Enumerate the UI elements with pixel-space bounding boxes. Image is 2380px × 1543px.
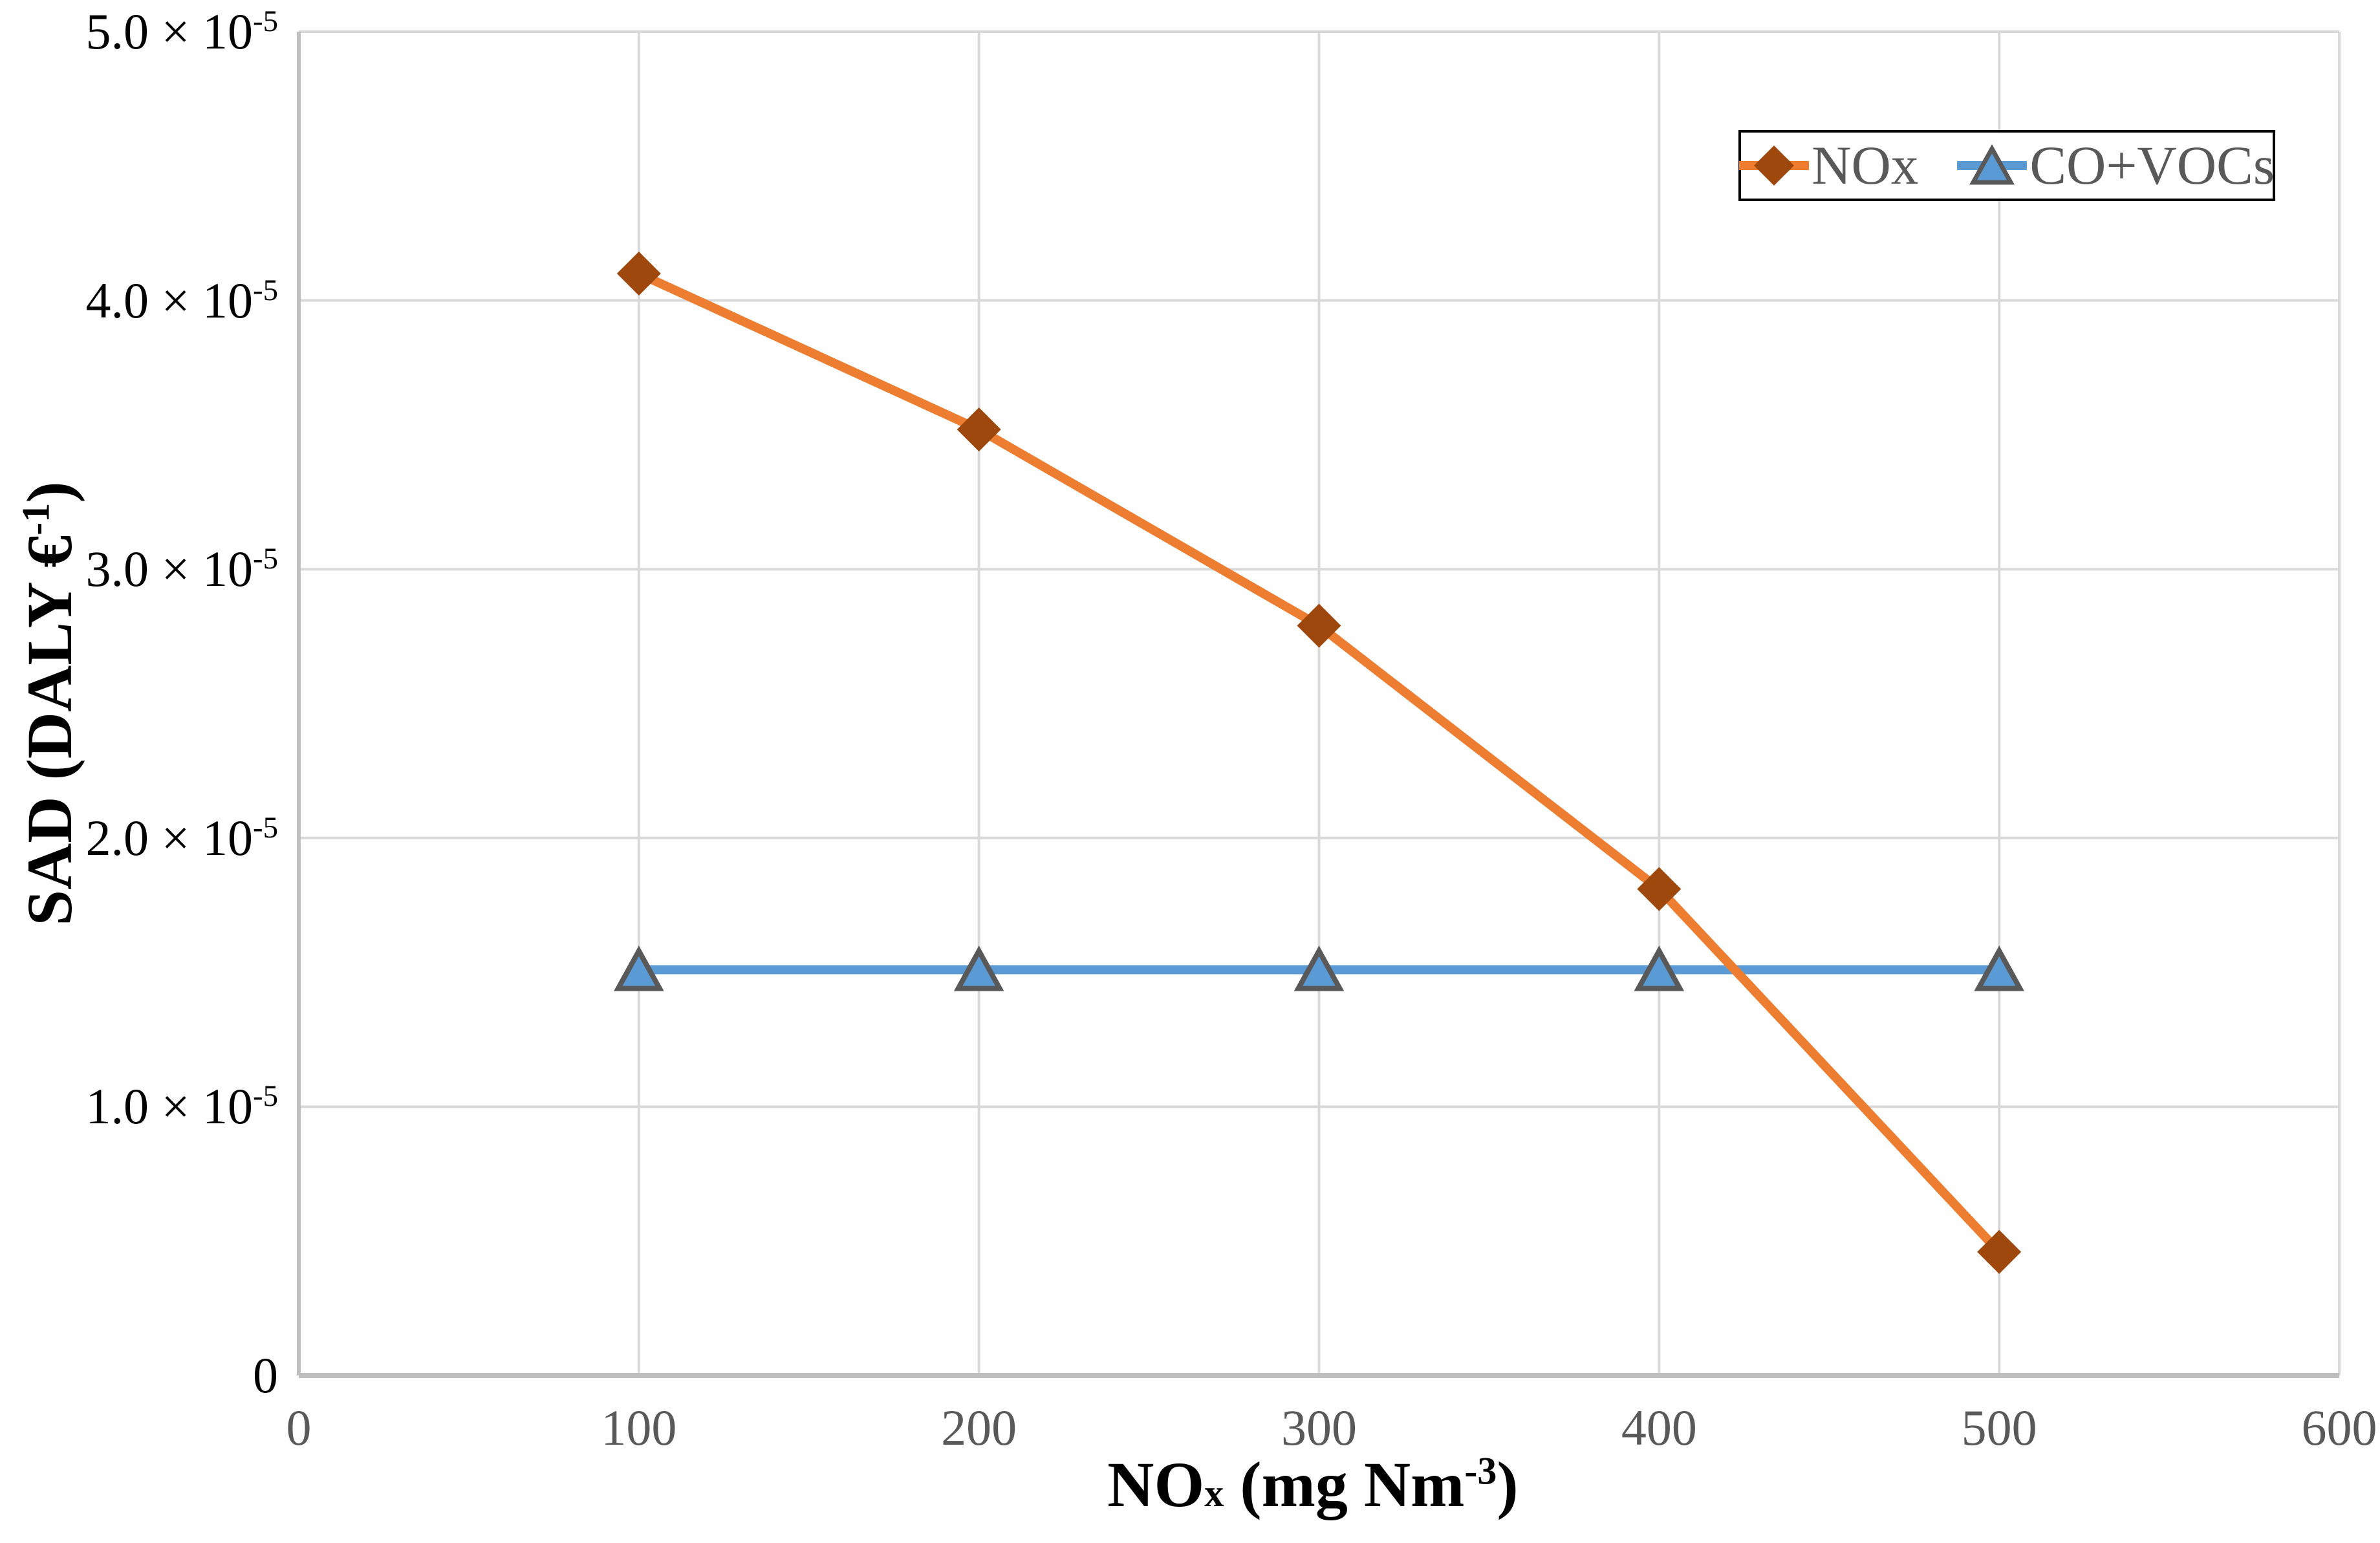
nox-legend-marker-icon [1739,146,1810,186]
x-axis-title-close: ) [1497,1449,1519,1520]
plot-area [297,30,2341,1378]
legend-entry-nox: NOx [1739,134,1918,197]
legend-label-co-vocs: CO+VOCs [2029,135,2275,196]
y-tick-label: 5.0 × 10-5 [85,3,278,59]
y-axis-title: SAD (DALY €-1) [11,186,89,1221]
y-tick-label: 0 [253,1347,278,1403]
nox-marker [957,407,1001,452]
co-vocs-legend-marker-icon [1957,144,2028,185]
nox-marker [616,252,661,296]
y-axis-title-close: ) [14,481,85,503]
nox-marker [1977,1229,2022,1274]
co-vocs-marker [1974,945,2024,991]
nox-marker [1297,603,1341,648]
x-axis-title-text: NO [1107,1449,1205,1520]
y-tick-label: 2.0 × 10-5 [85,809,278,866]
co-vocs-legend-marker [1969,144,2015,185]
nox-marker [1637,867,1682,911]
legend-entry-co-vocs: CO+VOCs [1957,134,2275,197]
x-axis-title-subscript: x [1204,1472,1224,1515]
x-tick-label: 600 [2301,1399,2377,1456]
x-tick-label: 300 [1281,1399,1357,1456]
x-tick-label: 0 [286,1399,312,1456]
co-vocs-marker [953,945,1004,991]
y-tick-label: 4.0 × 10-5 [85,272,278,329]
legend-label-nox: NOx [1812,135,1919,196]
co-vocs-marker [1634,945,1685,991]
y-tick-label: 1.0 × 10-5 [85,1078,278,1135]
x-axis-title-superscript: -3 [1464,1449,1497,1493]
x-tick-label: 100 [601,1399,677,1456]
x-axis-title: NOx (mg Nm-3) [860,1446,1766,1524]
x-tick-label: 500 [1961,1399,2037,1456]
nox-legend-marker [1754,146,1795,186]
x-tick-label: 200 [941,1399,1017,1456]
y-axis-title-text: SAD (DALY € [14,535,85,926]
y-tick-label: 3.0 × 10-5 [85,541,278,598]
legend: NOx CO+VOCs [1738,130,2275,201]
co-vocs-marker [614,945,664,991]
x-axis-title-units: (mg Nm [1224,1449,1465,1520]
x-tick-label: 400 [1621,1399,1697,1456]
co-vocs-marker [1293,945,1345,991]
y-axis-title-superscript: -1 [14,502,58,535]
